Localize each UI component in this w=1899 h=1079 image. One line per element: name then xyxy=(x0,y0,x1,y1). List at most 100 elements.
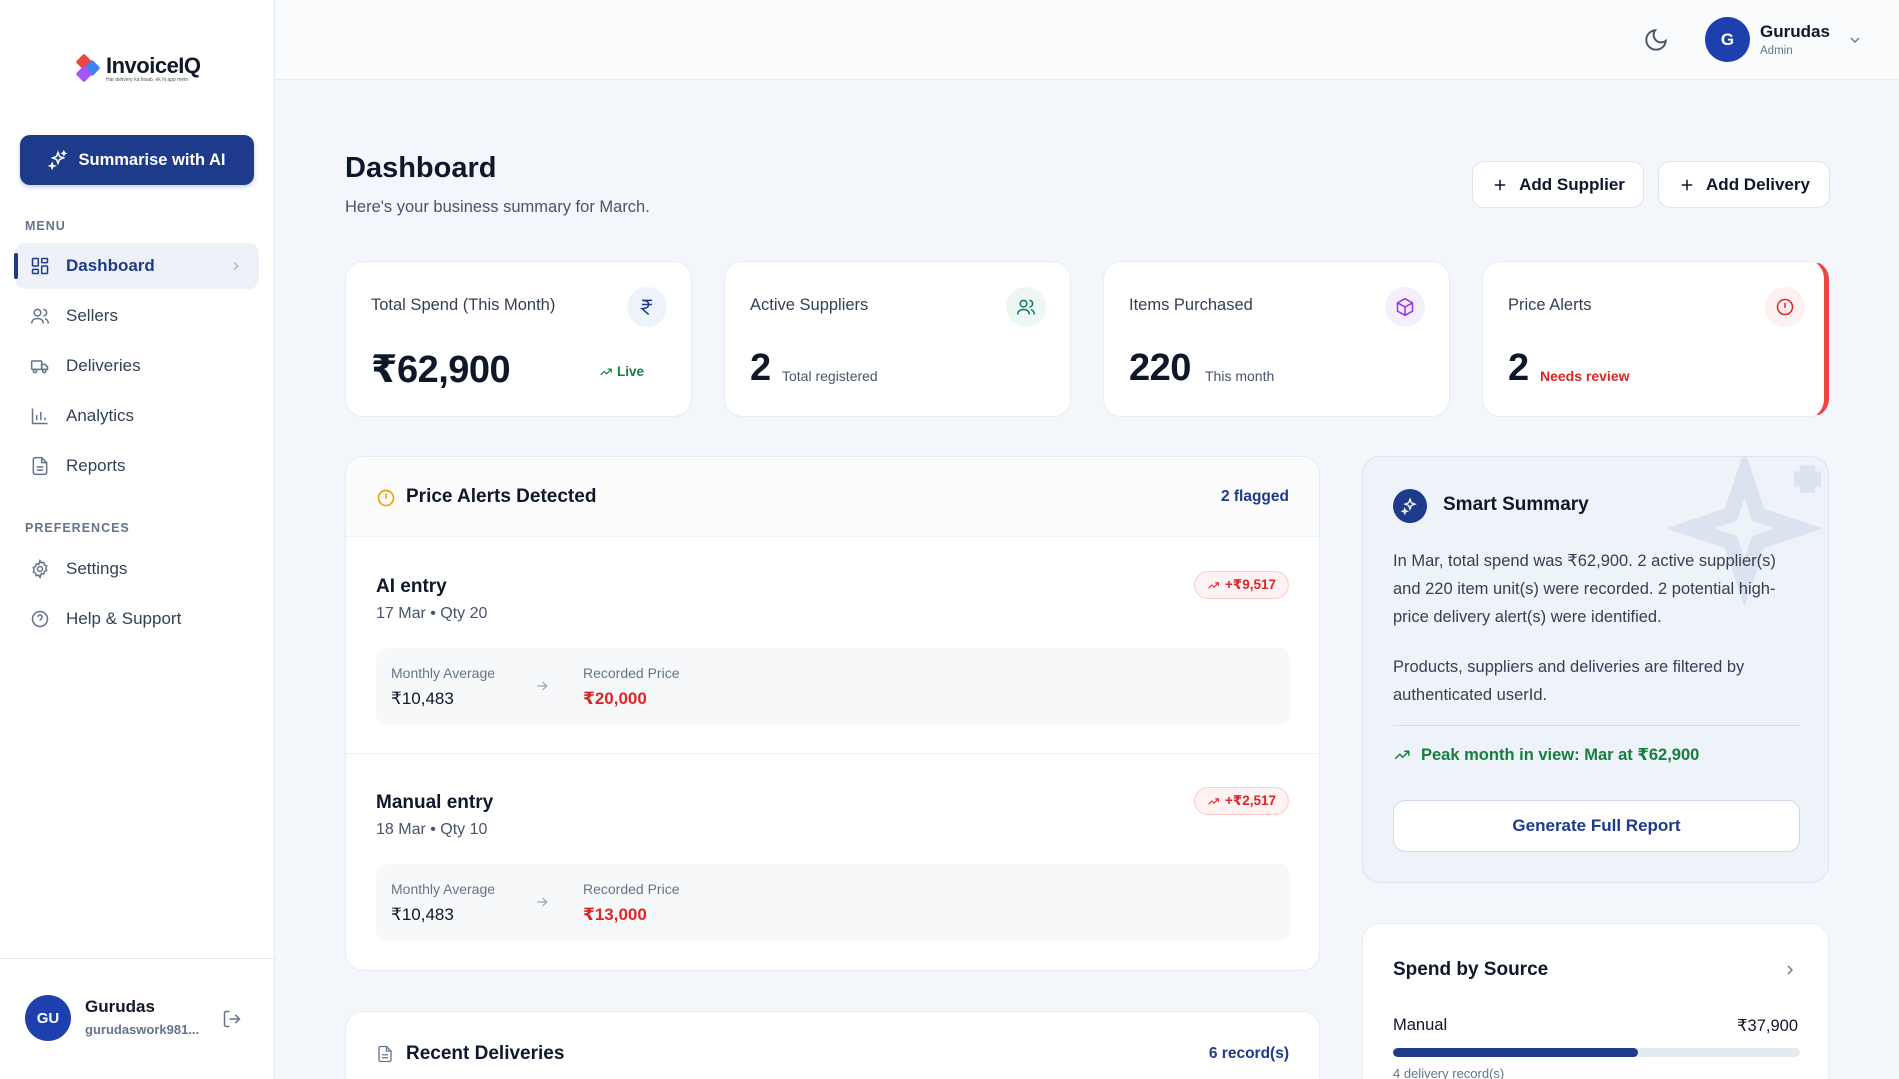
price-increase-badge: +₹2,517 xyxy=(1193,787,1289,815)
topbar: G Gurudas Admin xyxy=(275,0,1899,80)
sidebar-item-help-support[interactable]: Help & Support xyxy=(15,596,259,642)
summary-paragraph: In Mar, total spend was ₹62,900. 2 activ… xyxy=(1393,552,1776,626)
file-text-icon xyxy=(378,1045,392,1063)
stat-card-items-purchased[interactable]: Items Purchased 220 This month xyxy=(1103,261,1450,417)
avg-value: ₹10,483 xyxy=(391,905,454,924)
help-circle-icon xyxy=(31,610,49,628)
stat-value: ₹62,900 xyxy=(371,349,511,391)
user-email: gurudaswork981... xyxy=(85,1022,200,1037)
sparkles-icon xyxy=(1393,489,1427,523)
sidebar-item-sellers[interactable]: Sellers xyxy=(15,293,259,339)
dashboard-icon xyxy=(31,257,49,275)
stat-card-active-suppliers[interactable]: Active Suppliers 2 Total registered xyxy=(724,261,1071,417)
page-subtitle: Here's your business summary for March. xyxy=(345,198,650,216)
arrow-right-icon xyxy=(537,897,548,907)
sidebar-item-label: Deliveries xyxy=(66,356,141,375)
stat-label: Active Suppliers xyxy=(750,296,869,314)
file-text-icon xyxy=(32,456,48,476)
avatar[interactable]: GU xyxy=(25,995,71,1041)
truck-icon xyxy=(30,360,49,374)
stat-card-total-spend[interactable]: Total Spend (This Month) ₹62,900 Live xyxy=(345,261,692,417)
logout-icon[interactable] xyxy=(222,1009,242,1029)
entry-meta: 17 Mar • Qty 20 xyxy=(376,605,488,622)
page-title: Dashboard xyxy=(345,152,497,184)
recent-deliveries-card: Recent Deliveries 6 record(s) xyxy=(345,1011,1320,1079)
list-item[interactable]: Manual entry 18 Mar • Qty 10 +₹2,517 Mon… xyxy=(346,754,1319,970)
sidebar-item-analytics[interactable]: Analytics xyxy=(15,393,259,439)
source-record-count: 4 delivery record(s) xyxy=(1393,1066,1505,1079)
sidebar: InvoiceIQ Har delivery ka hisab, ek hi a… xyxy=(0,0,275,1079)
price-alerts-header: Price Alerts Detected 2 flagged xyxy=(346,457,1319,537)
topbar-user-role: Admin xyxy=(1760,45,1793,57)
smart-summary-card: Smart Summary In Mar, total spend was ₹6… xyxy=(1362,456,1829,883)
entry-meta: 18 Mar • Qty 10 xyxy=(376,821,488,838)
avatar[interactable]: G xyxy=(1705,17,1750,62)
sidebar-user-panel: GU Gurudas gurudaswork981... xyxy=(0,958,275,1079)
summary-paragraph: Products, suppliers and deliveries are f… xyxy=(1393,658,1745,704)
sparkles-icon xyxy=(48,150,68,170)
sidebar-item-label: Help & Support xyxy=(66,609,182,628)
logo-tagline: Har delivery ka hisab, ek hi app mein xyxy=(106,77,188,83)
avg-label: Monthly Average xyxy=(391,881,496,897)
recorded-value: ₹20,000 xyxy=(583,689,647,708)
summarise-with-ai-button[interactable]: Summarise with AI xyxy=(20,135,254,185)
trending-up-icon xyxy=(1208,797,1219,805)
menu-section-label: MENU xyxy=(25,219,66,233)
plus-icon xyxy=(1494,179,1506,190)
moon-icon[interactable] xyxy=(1643,27,1669,53)
entry-title: Manual entry xyxy=(376,792,494,813)
preferences-section-label: PREFERENCES xyxy=(25,521,130,535)
badge-label: +₹9,517 xyxy=(1224,577,1276,592)
price-comparison: Monthly Average ₹10,483 Recorded Price ₹… xyxy=(376,648,1290,725)
peak-label: Peak month in view: Mar at ₹62,900 xyxy=(1421,746,1700,764)
sidebar-item-reports[interactable]: Reports xyxy=(15,443,259,489)
flagged-count[interactable]: 2 flagged xyxy=(1220,488,1289,505)
user-name: Gurudas xyxy=(85,997,155,1016)
sidebar-item-deliveries[interactable]: Deliveries xyxy=(15,343,259,389)
stat-note: Total registered xyxy=(782,368,878,384)
entry-title: AI entry xyxy=(376,576,447,597)
users-icon xyxy=(30,308,50,324)
records-count[interactable]: 6 record(s) xyxy=(1208,1045,1289,1062)
bar-chart-icon xyxy=(31,408,48,425)
smart-summary-title: Smart Summary xyxy=(1443,494,1589,515)
peak-month-indicator: Peak month in view: Mar at ₹62,900 xyxy=(1393,745,1699,765)
list-item[interactable]: AI entry 17 Mar • Qty 20 +₹9,517 Monthly… xyxy=(346,537,1319,753)
recorded-value: ₹13,000 xyxy=(583,905,647,924)
app-logo[interactable]: InvoiceIQ Har delivery ka hisab, ek hi a… xyxy=(75,53,201,84)
add-supplier-label: Add Supplier xyxy=(1519,174,1625,194)
divider xyxy=(1393,725,1800,726)
logo-mark-icon xyxy=(75,53,102,84)
trending-up-icon xyxy=(1208,581,1219,589)
stat-note: This month xyxy=(1205,368,1275,384)
generate-full-report-button[interactable]: Generate Full Report xyxy=(1393,800,1800,852)
chevron-down-icon[interactable] xyxy=(1847,32,1863,48)
spend-by-source-title: Spend by Source xyxy=(1393,959,1549,980)
topbar-user-name[interactable]: Gurudas xyxy=(1760,22,1830,41)
sidebar-item-settings[interactable]: Settings xyxy=(15,546,259,592)
alert-circle-icon xyxy=(1765,287,1805,327)
sidebar-item-dashboard[interactable]: Dashboard xyxy=(14,243,259,289)
sidebar-item-label: Settings xyxy=(66,559,128,578)
live-indicator: Live xyxy=(599,364,644,379)
source-amount: ₹37,900 xyxy=(1737,1017,1798,1035)
add-supplier-button[interactable]: Add Supplier xyxy=(1472,161,1644,208)
recorded-label: Recorded Price xyxy=(583,665,680,681)
badge-label: +₹2,517 xyxy=(1224,793,1276,808)
chevron-right-icon[interactable] xyxy=(1782,962,1798,978)
sidebar-item-label: Reports xyxy=(66,456,126,475)
price-alerts-title: Price Alerts Detected xyxy=(406,486,597,507)
trending-up-icon xyxy=(1394,750,1410,760)
stat-card-price-alerts[interactable]: Price Alerts 2 Needs review xyxy=(1482,261,1829,417)
stat-label: Price Alerts xyxy=(1508,296,1592,314)
sidebar-item-label: Sellers xyxy=(66,306,118,325)
gear-icon xyxy=(32,559,48,579)
add-delivery-button[interactable]: Add Delivery xyxy=(1658,161,1830,208)
recorded-label: Recorded Price xyxy=(583,881,680,897)
sparkles-icon xyxy=(1668,457,1824,607)
source-label: Manual xyxy=(1393,1016,1448,1034)
box-icon xyxy=(1385,287,1425,327)
live-label: Live xyxy=(617,364,645,379)
spend-by-source-card: Spend by Source Manual ₹37,900 4 deliver… xyxy=(1362,923,1829,1079)
summarise-with-ai-label: Summarise with AI xyxy=(78,150,226,169)
